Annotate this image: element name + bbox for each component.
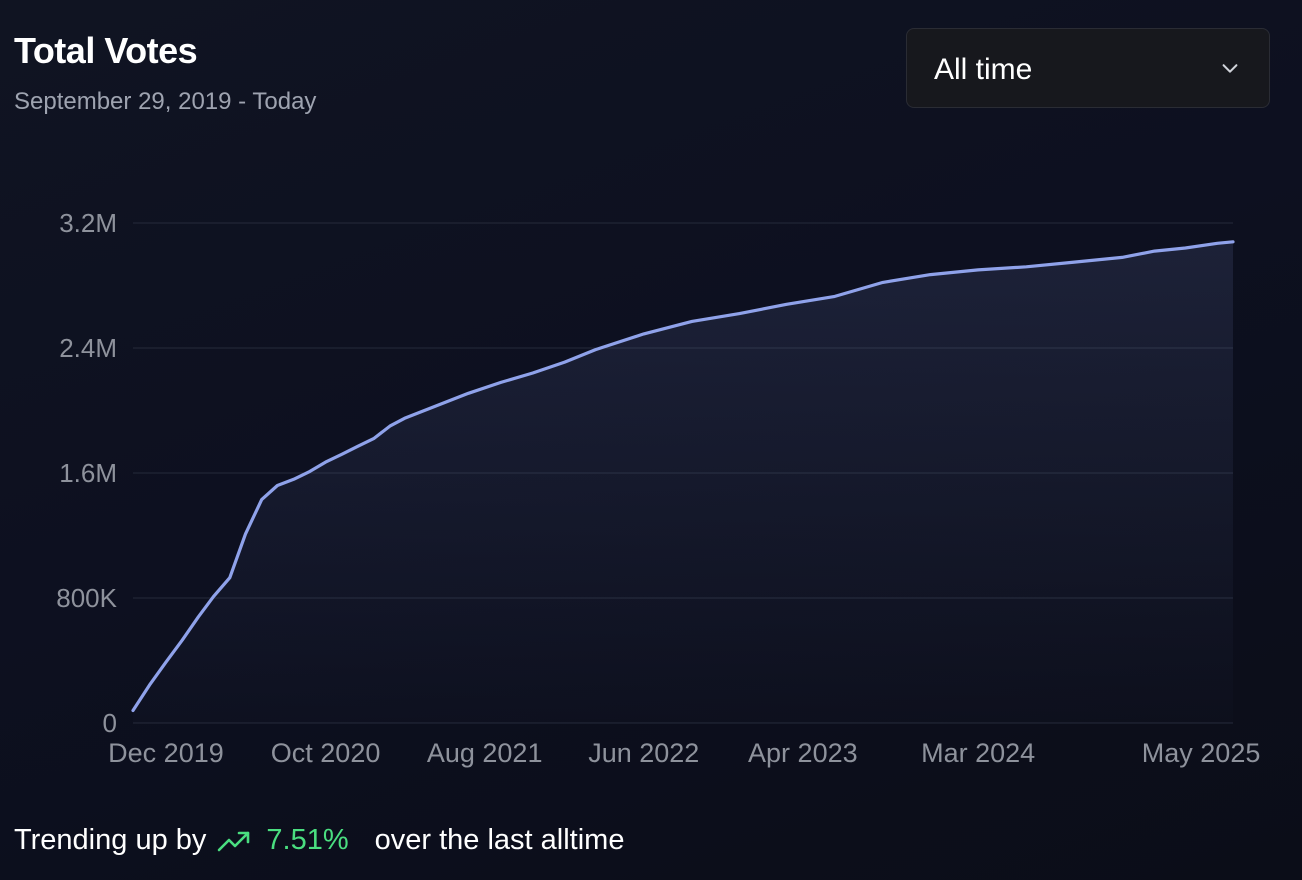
y-tick-label: 3.2M <box>59 208 117 238</box>
trending-up-icon <box>218 831 250 851</box>
x-tick-label: Dec 2019 <box>108 738 224 768</box>
votes-line <box>131 240 1235 713</box>
x-tick-label: Oct 2020 <box>271 738 381 768</box>
time-range-value: All time <box>934 53 1033 86</box>
total-votes-chart: 0 800K 1.6M 2.4M 3.2M Dec 2019 Oct 2020 Aug 20… <box>56 208 1260 768</box>
trend-summary: Trending up by 7.51% over the last allti… <box>14 824 624 857</box>
time-range-select[interactable]: All time <box>906 28 1270 108</box>
y-tick-label: 0 <box>103 708 117 738</box>
trend-percent: 7.51% <box>266 824 349 856</box>
x-tick-label: May 2025 <box>1142 738 1261 768</box>
x-tick-label: Jun 2022 <box>588 738 699 768</box>
y-tick-label: 1.6M <box>59 458 117 488</box>
x-tick-label: Aug 2021 <box>427 738 543 768</box>
x-tick-label: Apr 2023 <box>748 738 858 768</box>
date-range-subtitle: September 29, 2019 - Today <box>14 88 317 115</box>
chevron-down-icon <box>1222 64 1238 73</box>
y-axis: 0 800K 1.6M 2.4M 3.2M <box>56 208 117 738</box>
votes-area <box>133 241 1233 724</box>
x-tick-label: Mar 2024 <box>921 738 1035 768</box>
y-tick-label: 2.4M <box>59 333 117 363</box>
trend-suffix: over the last alltime <box>374 824 625 856</box>
chart-title: Total Votes <box>14 30 198 71</box>
x-axis: Dec 2019 Oct 2020 Aug 2021 Jun 2022 Apr 2023… <box>108 738 1260 768</box>
trend-prefix: Trending up by <box>14 824 207 856</box>
y-tick-label: 800K <box>56 583 117 613</box>
